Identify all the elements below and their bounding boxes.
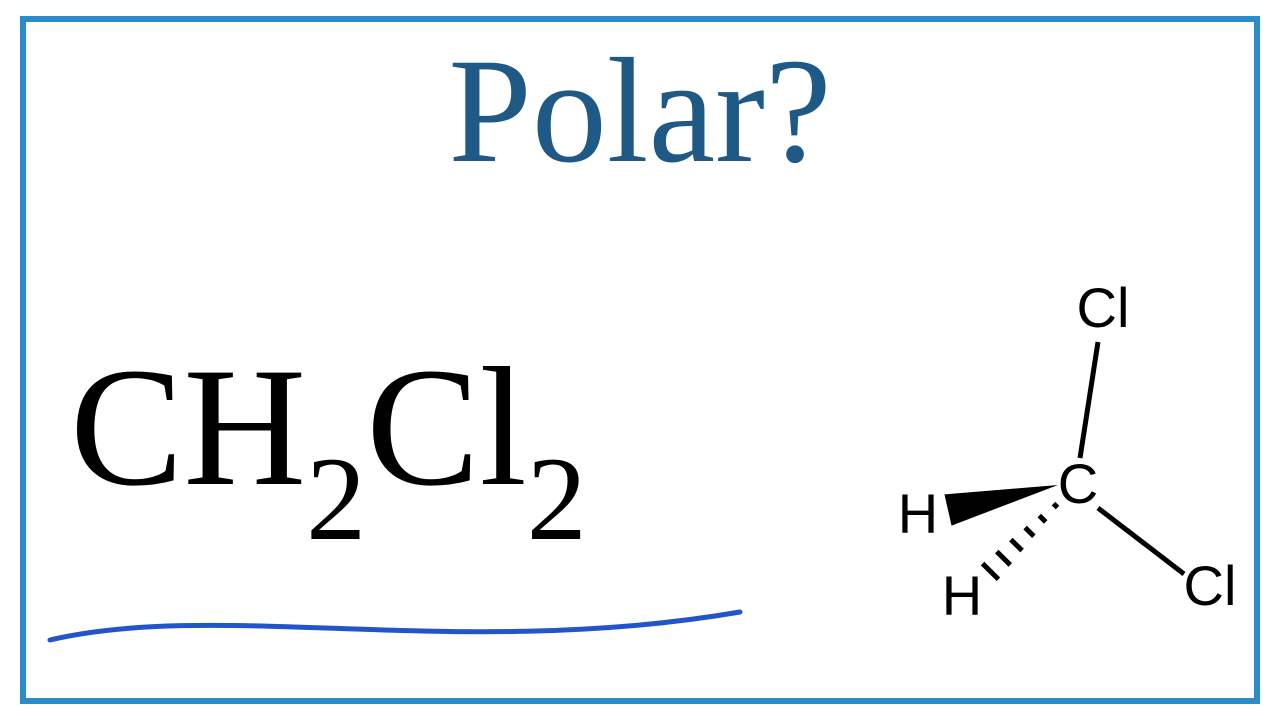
hand-underline — [40, 590, 760, 670]
formula-sub-1: 2 — [306, 432, 366, 565]
bond-plain — [1098, 508, 1184, 574]
slide-title: Polar? — [448, 25, 831, 197]
bond-hashed — [983, 504, 1058, 580]
atom-label-cl2: Cl — [1184, 554, 1237, 617]
chemical-formula: CH2Cl2 — [70, 330, 587, 525]
atom-label-h2: H — [942, 564, 982, 627]
bond-plain — [1080, 342, 1098, 458]
formula-part-2: Cl — [366, 333, 527, 521]
atom-label-h1: H — [898, 482, 938, 545]
title-text: Polar? — [448, 28, 831, 194]
molecule-diagram: C Cl Cl HH — [840, 260, 1240, 660]
underline-path — [50, 612, 740, 640]
formula-part-1: CH — [70, 333, 306, 521]
formula-sub-2: 2 — [527, 432, 587, 565]
atom-label-cl1: Cl — [1077, 276, 1130, 339]
atom-label-c: C — [1058, 452, 1098, 515]
